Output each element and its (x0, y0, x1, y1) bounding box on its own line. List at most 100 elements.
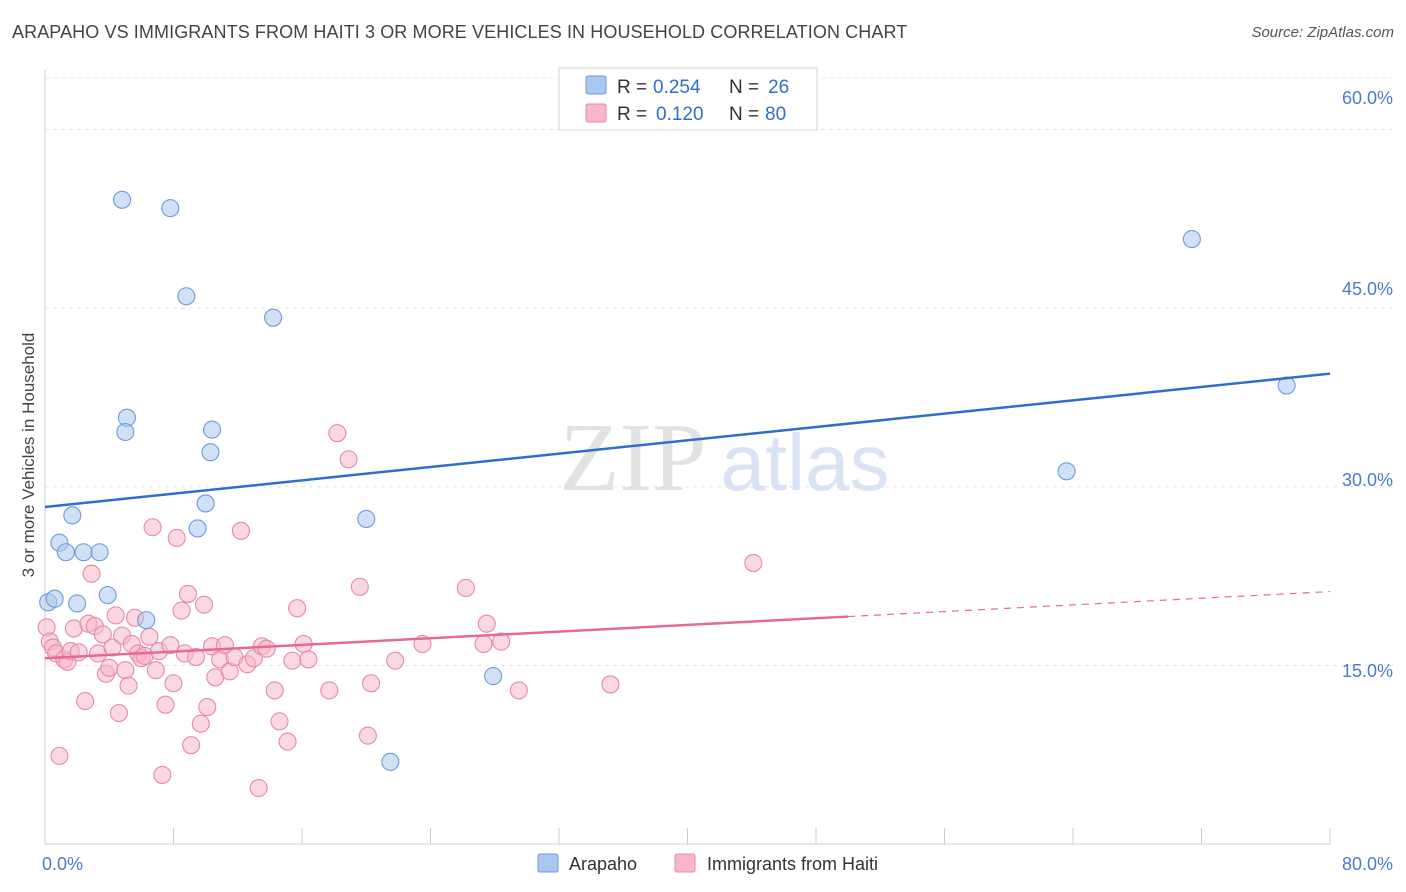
haiti-point (146, 661, 165, 680)
haiti-point (82, 564, 101, 583)
source-label: Source: ZipAtlas.com (1251, 24, 1394, 41)
haiti-point (119, 676, 138, 695)
series-label-arapaho: Arapaho (569, 854, 637, 874)
legend-swatch-haiti (585, 103, 607, 123)
haiti-point (103, 638, 122, 657)
arapaho-point (1057, 462, 1076, 481)
haiti-point (182, 736, 201, 755)
haiti-point (191, 714, 210, 733)
haiti-point (172, 601, 191, 620)
haiti-point (492, 632, 511, 651)
x-tick-label-min: 0.0% (42, 854, 83, 874)
arapaho-point (357, 509, 376, 528)
axes (44, 70, 1331, 845)
legend-swatch-arapaho (585, 75, 607, 95)
legend-n-label-haiti: N = (729, 104, 759, 125)
arapaho-point (201, 443, 220, 462)
haiti-point (477, 614, 496, 633)
haiti-point (109, 703, 128, 723)
arapaho-point (177, 287, 196, 306)
series-label-haiti: Immigrants from Haiti (707, 854, 878, 874)
haiti-point (69, 643, 88, 662)
arapaho-point (484, 667, 503, 686)
arapaho-trend-line (44, 372, 1331, 509)
series-legend: Arapaho Immigrants from Haiti (537, 853, 878, 874)
haiti-point (257, 639, 276, 658)
correlation-legend: R = 0.254 N = 26 R = 0.120 N = 80 (558, 67, 818, 131)
haiti-point (156, 695, 175, 714)
haiti-point (320, 681, 339, 700)
grid-lines (45, 77, 1393, 666)
haiti-point (231, 521, 251, 540)
legend-r-value-haiti: 0.120 (656, 104, 704, 125)
arapaho-point (90, 543, 109, 562)
haiti-point (106, 606, 125, 625)
haiti-point (143, 518, 162, 537)
haiti-point (474, 634, 493, 654)
series-swatch-haiti (674, 853, 696, 873)
arapaho-point (381, 752, 400, 771)
haiti-point (249, 778, 268, 798)
haiti-point (164, 674, 183, 693)
legend-r-value-arapaho: 0.254 (653, 77, 701, 98)
arapaho-point (1182, 230, 1201, 249)
haiti-point (76, 692, 95, 711)
arapaho-point (264, 308, 283, 327)
arapaho-point (63, 506, 82, 525)
haiti-point (288, 599, 307, 618)
haiti-point (350, 577, 369, 596)
haiti-point (456, 578, 475, 598)
series-swatch-arapaho (537, 853, 559, 873)
haiti-point (386, 651, 405, 670)
haiti-point (198, 698, 217, 717)
haiti-point (100, 658, 119, 677)
legend-n-value-haiti: 80 (765, 104, 786, 125)
legend-r-label-arapaho: R = (617, 77, 647, 98)
haiti-point (299, 650, 318, 669)
haiti-point (194, 595, 214, 614)
y-tick-labels: 60.0% 45.0% 30.0% 15.0% (1342, 88, 1393, 681)
x-tick-label-max: 80.0% (1342, 854, 1393, 874)
haiti-point (50, 746, 69, 765)
arapaho-point (74, 543, 93, 562)
y-tick-label: 30.0% (1342, 470, 1393, 490)
haiti-point (153, 765, 172, 784)
y-tick-label: 45.0% (1342, 279, 1393, 299)
haiti-point (161, 636, 180, 655)
haiti-trend-line (44, 615, 849, 660)
haiti-point (178, 584, 198, 603)
haiti-point (358, 726, 377, 745)
arapaho-point (203, 420, 222, 439)
watermark-atlas: atlas (721, 418, 890, 507)
arapaho-point (45, 589, 64, 608)
arapaho-point (68, 594, 87, 613)
y-tick-label: 15.0% (1342, 661, 1393, 681)
chart-title: ARAPAHO VS IMMIGRANTS FROM HAITI 3 OR MO… (12, 22, 908, 42)
legend-n-value-arapaho: 26 (768, 77, 789, 98)
haiti-point (140, 627, 159, 646)
haiti-point (509, 681, 528, 700)
haiti-point (278, 732, 297, 751)
watermark: ZIP atlas (560, 404, 890, 512)
arapaho-point (56, 543, 75, 562)
legend-r-label-haiti: R = (617, 104, 647, 125)
legend-n-label-arapaho: N = (729, 77, 759, 98)
arapaho-point (113, 190, 132, 209)
haiti-point (116, 661, 135, 680)
haiti-point (167, 528, 186, 548)
haiti-point (328, 424, 347, 443)
arapaho-point (161, 199, 180, 218)
arapaho-point (98, 586, 117, 605)
trend-lines (44, 372, 1331, 660)
haiti-point (362, 674, 381, 693)
arapaho-point (188, 519, 207, 538)
haiti-point (601, 675, 620, 694)
haiti-trend-extension (848, 590, 1331, 618)
watermark-zip: ZIP (560, 404, 707, 512)
haiti-point (339, 450, 358, 469)
arapaho-point (137, 611, 156, 630)
haiti-point (265, 681, 284, 700)
y-axis-label: 3 or more Vehicles in Household (19, 333, 38, 578)
arapaho-point (196, 494, 215, 513)
